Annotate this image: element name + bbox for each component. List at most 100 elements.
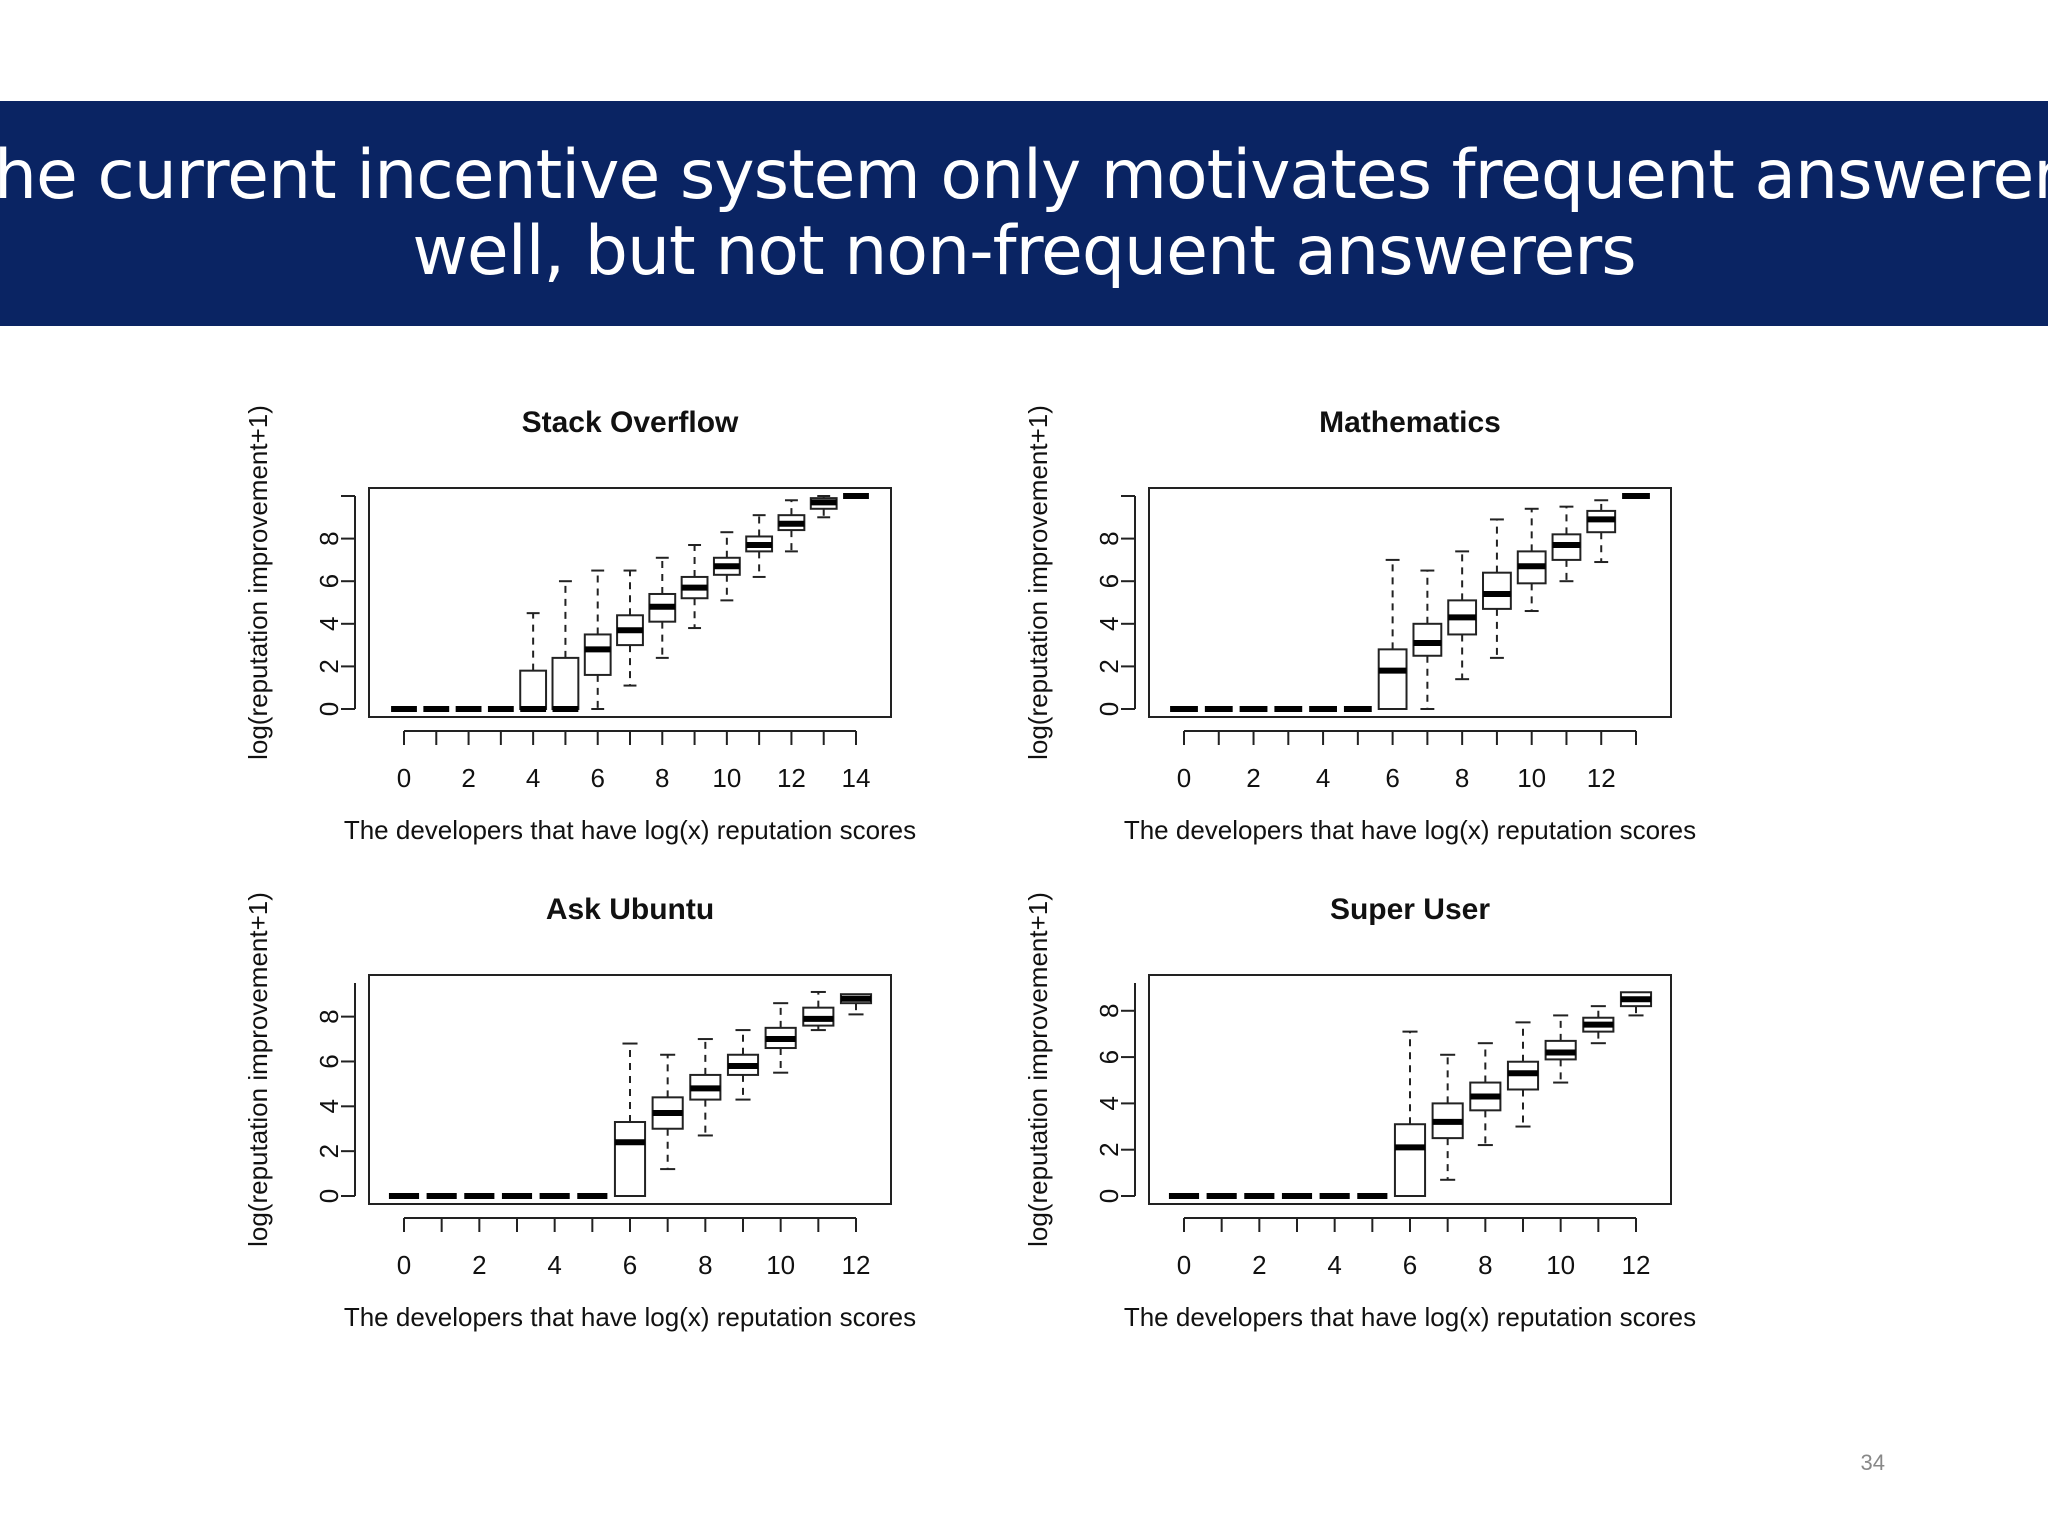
x-tick-label: 4	[526, 763, 540, 793]
box-8	[648, 556, 677, 659]
box-9	[1482, 518, 1512, 659]
box-8	[1469, 1042, 1502, 1147]
y-tick-label: 8	[1094, 1004, 1124, 1018]
x-tick-label: 2	[461, 763, 475, 793]
y-tick-label: 2	[314, 1144, 344, 1158]
x-tick-label: 6	[623, 1250, 637, 1280]
x-tick-label: 2	[1252, 1250, 1266, 1280]
box-6	[1393, 1030, 1427, 1198]
box-7	[616, 569, 644, 687]
box-10	[764, 1002, 797, 1074]
plot-frame	[368, 974, 892, 1205]
chart-ask-ubuntu: Ask Ubuntu 0 2 4 6 8 log(reputation improvemen…	[233, 880, 949, 1332]
box-5	[551, 580, 580, 712]
y-tick-label: 2	[1094, 1142, 1124, 1156]
chart-background	[233, 880, 949, 1320]
x-tick-label: 8	[1455, 763, 1469, 793]
box-12	[839, 993, 873, 1016]
box-12	[1586, 499, 1617, 564]
box-11	[745, 514, 774, 578]
x-tick-label: 12	[842, 1250, 871, 1280]
x-tick-label: 12	[1622, 1250, 1651, 1280]
y-tick-label: 2	[314, 659, 344, 673]
x-axis-title: The developers that have log(x) reputati…	[344, 1302, 916, 1332]
box-9	[680, 543, 709, 630]
box-iqr	[1377, 648, 1408, 710]
page-number: 34	[1860, 1450, 1885, 1475]
x-tick-label: 2	[1246, 763, 1260, 793]
y-tick-label: 6	[314, 1054, 344, 1068]
x-tick-label: 6	[1385, 763, 1399, 793]
y-axis-title: log(reputation improvement+1)	[243, 405, 273, 760]
x-axis-title: The developers that have log(x) reputati…	[344, 815, 916, 845]
y-tick-label: 2	[1094, 659, 1124, 673]
box-iqr	[1482, 571, 1512, 610]
y-axis-title: log(reputation improvement+1)	[243, 892, 273, 1247]
box-iqr	[551, 656, 580, 711]
y-tick-label: 0	[1094, 702, 1124, 716]
chart-title: Ask Ubuntu	[546, 893, 714, 926]
x-tick-label: 4	[547, 1250, 561, 1280]
x-tick-label: 4	[1327, 1250, 1341, 1280]
y-tick-label: 8	[314, 531, 344, 545]
box-iqr	[613, 1121, 647, 1197]
box-9	[1506, 1021, 1540, 1128]
x-tick-label: 6	[590, 763, 604, 793]
box-11	[1551, 505, 1582, 583]
x-tick-label: 12	[777, 763, 806, 793]
x-tick-label: 10	[1546, 1250, 1575, 1280]
x-tick-label: 10	[1517, 763, 1546, 793]
chart-title: Stack Overflow	[522, 406, 739, 439]
box-4	[519, 612, 548, 712]
box-10	[1544, 1014, 1577, 1084]
y-tick-label: 8	[1094, 531, 1124, 545]
chart-title: Super User	[1330, 893, 1490, 926]
chart-mathematics: Mathematics 0 2 4 6 8 log(reputation improveme…	[1013, 392, 1729, 845]
x-tick-label: 10	[712, 763, 741, 793]
box-11	[802, 990, 835, 1032]
y-tick-label: 0	[314, 1189, 344, 1203]
x-tick-label: 0	[397, 763, 411, 793]
x-axis-title: The developers that have log(x) reputati…	[1124, 815, 1696, 845]
box-12	[1619, 991, 1653, 1017]
box-8	[689, 1038, 722, 1137]
box-7	[1431, 1053, 1464, 1181]
box-iqr	[519, 669, 548, 710]
y-tick-label: 4	[1094, 1096, 1124, 1110]
y-tick-label: 4	[314, 1099, 344, 1113]
slide-title-line-1: The current incentive system only motiva…	[0, 135, 2048, 215]
x-tick-label: 14	[842, 763, 871, 793]
x-axis-title: The developers that have log(x) reputati…	[1124, 1302, 1696, 1332]
y-tick-label: 0	[1094, 1189, 1124, 1203]
x-tick-label: 8	[655, 763, 669, 793]
box-10	[712, 531, 741, 602]
y-tick-label: 8	[314, 1009, 344, 1023]
x-tick-label: 6	[1403, 1250, 1417, 1280]
box-7	[651, 1053, 684, 1171]
y-tick-label: 0	[314, 702, 344, 716]
x-tick-label: 10	[766, 1250, 795, 1280]
box-6	[583, 569, 612, 710]
y-tick-label: 6	[314, 574, 344, 588]
y-tick-label: 6	[1094, 574, 1124, 588]
box-iqr	[1412, 622, 1443, 657]
chart-background	[1013, 392, 1729, 832]
box-iqr	[1393, 1123, 1427, 1198]
x-tick-label: 0	[1177, 763, 1191, 793]
chart-stack-overflow: Stack Overflow 0 2 4 6 8 log(reputation improv…	[233, 392, 949, 845]
x-tick-label: 0	[397, 1250, 411, 1280]
plot-frame	[1148, 487, 1672, 718]
x-tick-label: 2	[472, 1250, 486, 1280]
y-axis-title: log(reputation improvement+1)	[1023, 892, 1053, 1247]
plot-frame	[368, 487, 892, 718]
box-7	[1412, 569, 1443, 710]
x-tick-label: 12	[1587, 763, 1616, 793]
slide-title-line-2: well, but not non-frequent answerers	[412, 211, 1636, 291]
y-tick-label: 4	[314, 617, 344, 631]
x-tick-label: 8	[698, 1250, 712, 1280]
box-11	[1582, 1005, 1615, 1045]
chart-super-user: Super User 0 2 4 6 8 log(reputation improvemen…	[1013, 880, 1729, 1332]
x-tick-label: 0	[1177, 1250, 1191, 1280]
box-iqr	[583, 633, 612, 676]
